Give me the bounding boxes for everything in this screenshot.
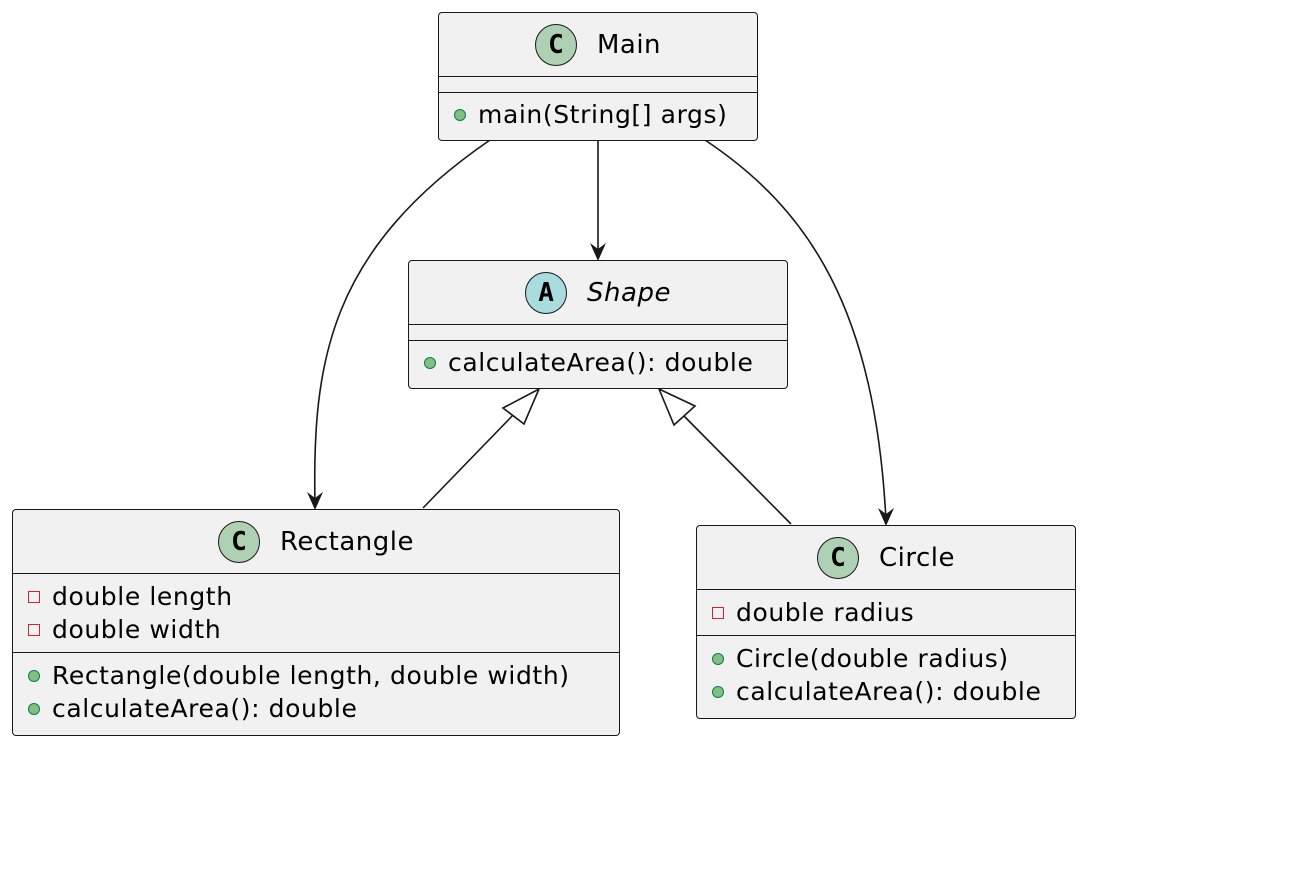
method-calculate-area: calculateArea(): double: [27, 692, 619, 725]
field-length: double length: [27, 580, 619, 613]
class-circle-header: C Circle: [697, 526, 1075, 590]
class-main[interactable]: C Main main(String[] args): [438, 12, 758, 141]
class-circle-fields: double radius: [697, 590, 1075, 636]
inheritance-rectangle-shape: [422, 411, 517, 509]
field-radius-signature: double radius: [736, 598, 915, 627]
class-circle-methods: Circle(double radius) calculateArea(): d…: [697, 636, 1075, 712]
arrowhead-main-shape: [590, 243, 606, 261]
class-shape-name: Shape: [587, 277, 671, 308]
public-visibility-icon: [454, 108, 466, 121]
method-circle-constructor-signature: Circle(double radius): [736, 644, 1009, 673]
field-width-signature: double width: [52, 615, 222, 644]
abstract-a-icon: A: [525, 271, 568, 314]
method-main-signature: main(String[] args): [478, 100, 728, 129]
private-visibility-icon: [712, 606, 724, 619]
class-circle[interactable]: C Circle double radius Circle(double rad…: [696, 525, 1076, 719]
association-main-rectangle: [313, 139, 491, 506]
method-rectangle-constructor: Rectangle(double length, double width): [27, 659, 619, 692]
class-main-name: Main: [596, 29, 662, 60]
inheritance-circle-shape: [683, 415, 792, 525]
association-main-circle: [704, 139, 887, 521]
inheritance-triangle-circle: [657, 387, 697, 427]
class-main-methods: main(String[] args): [439, 93, 757, 135]
public-visibility-icon: [712, 652, 724, 665]
class-shape-header: A Shape: [409, 261, 787, 325]
public-visibility-icon: [28, 669, 40, 682]
class-rectangle-methods: Rectangle(double length, double width) c…: [13, 653, 619, 729]
public-visibility-icon: [712, 685, 724, 698]
method-calculate-area-signature: calculateArea(): double: [52, 694, 358, 723]
method-calculate-area-signature: calculateArea(): double: [736, 677, 1042, 706]
class-rectangle-name: Rectangle: [279, 526, 415, 557]
class-c-icon: C: [816, 536, 859, 579]
method-calculate-area: calculateArea(): double: [711, 675, 1075, 708]
field-length-signature: double length: [52, 582, 233, 611]
arrowhead-main-rectangle: [307, 492, 323, 510]
method-rectangle-constructor-signature: Rectangle(double length, double width): [52, 661, 570, 690]
inheritance-triangle-rectangle: [501, 387, 541, 426]
class-circle-name: Circle: [878, 542, 955, 573]
private-visibility-icon: [28, 590, 40, 603]
field-width: double width: [27, 613, 619, 646]
public-visibility-icon: [28, 702, 40, 715]
class-rectangle-fields: double length double width: [13, 574, 619, 653]
field-radius: double radius: [711, 596, 1075, 629]
method-circle-constructor: Circle(double radius): [711, 642, 1075, 675]
arrowhead-main-circle: [878, 508, 894, 526]
class-main-header: C Main: [439, 13, 757, 77]
class-c-icon: C: [534, 23, 577, 66]
class-c-icon: C: [217, 520, 260, 563]
method-calculate-area: calculateArea(): double: [423, 346, 787, 379]
public-visibility-icon: [424, 356, 436, 369]
class-rectangle[interactable]: C Rectangle double length double width R…: [12, 509, 620, 736]
method-main: main(String[] args): [453, 98, 757, 131]
class-rectangle-header: C Rectangle: [13, 510, 619, 574]
class-shape[interactable]: A Shape calculateArea(): double: [408, 260, 788, 389]
class-main-fields: [439, 77, 757, 93]
method-calculate-area-signature: calculateArea(): double: [448, 348, 754, 377]
class-shape-fields: [409, 325, 787, 341]
class-shape-methods: calculateArea(): double: [409, 341, 787, 383]
private-visibility-icon: [28, 623, 40, 636]
